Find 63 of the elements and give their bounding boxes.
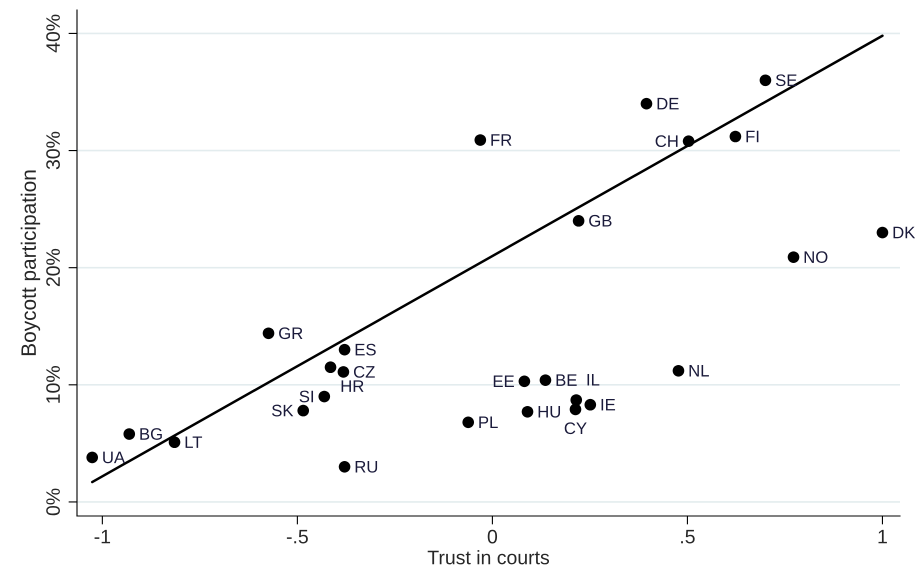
point [570, 404, 582, 416]
y-tick-label: 20% [46, 248, 60, 286]
point [338, 460, 350, 473]
point [338, 366, 350, 378]
point [730, 130, 742, 142]
data-label: SK [272, 404, 294, 416]
data-label: GB [589, 214, 612, 227]
point [876, 226, 888, 238]
point [462, 416, 474, 428]
data-label: BG [140, 428, 162, 440]
data-label: LT [186, 436, 202, 448]
y-tick-label: 30% [46, 132, 60, 170]
data-label: ES [356, 344, 376, 356]
data-label: UA [103, 452, 126, 464]
point [123, 428, 136, 440]
point [338, 344, 350, 356]
y-tick-label: 40% [46, 14, 60, 52]
data-label: IL [588, 374, 600, 386]
x-tick-label: -1 [94, 530, 110, 544]
point [324, 361, 336, 374]
point [522, 406, 534, 418]
data-label: GR [279, 327, 302, 340]
data-label: IE [602, 398, 616, 410]
point [760, 74, 772, 86]
data-label: NL [690, 364, 709, 376]
point [86, 452, 98, 464]
data-label: CZ [354, 366, 375, 378]
y-tick-label: 0% [46, 488, 60, 516]
data-label: SI [300, 390, 314, 402]
data-label: FR [491, 134, 512, 146]
point [640, 98, 652, 110]
data-label: HR [342, 380, 364, 392]
point [474, 134, 486, 146]
point [788, 251, 800, 263]
point [168, 436, 180, 448]
x-tick-label: -.5 [286, 530, 308, 544]
x-tick-label: 0 [488, 530, 498, 544]
data-label: EE [494, 376, 514, 387]
data-label: RU [356, 461, 378, 473]
point [297, 404, 310, 416]
point [540, 374, 552, 386]
point [318, 390, 330, 402]
data-label: BE [556, 374, 577, 386]
point [518, 375, 530, 388]
point [672, 364, 684, 377]
point [682, 135, 694, 147]
data-label: FI [746, 130, 758, 142]
data-label: SE [776, 74, 797, 86]
x-axis-title: Trust in courts [428, 550, 550, 564]
point [584, 398, 596, 411]
data-label: DK [894, 226, 916, 238]
data-label: CH [656, 135, 678, 148]
y-tick-label: 10% [46, 366, 60, 403]
data-label: PL [479, 416, 498, 428]
point [572, 215, 584, 227]
data-label: NO [804, 251, 828, 264]
data-label: DE [658, 98, 679, 110]
x-tick-label: .5 [681, 530, 695, 544]
y-axis-title: Boycott participation [20, 170, 40, 356]
data-label: CY [564, 422, 587, 434]
point [262, 327, 274, 340]
data-label: HU [538, 406, 560, 418]
x-tick-label: 1 [878, 530, 887, 544]
